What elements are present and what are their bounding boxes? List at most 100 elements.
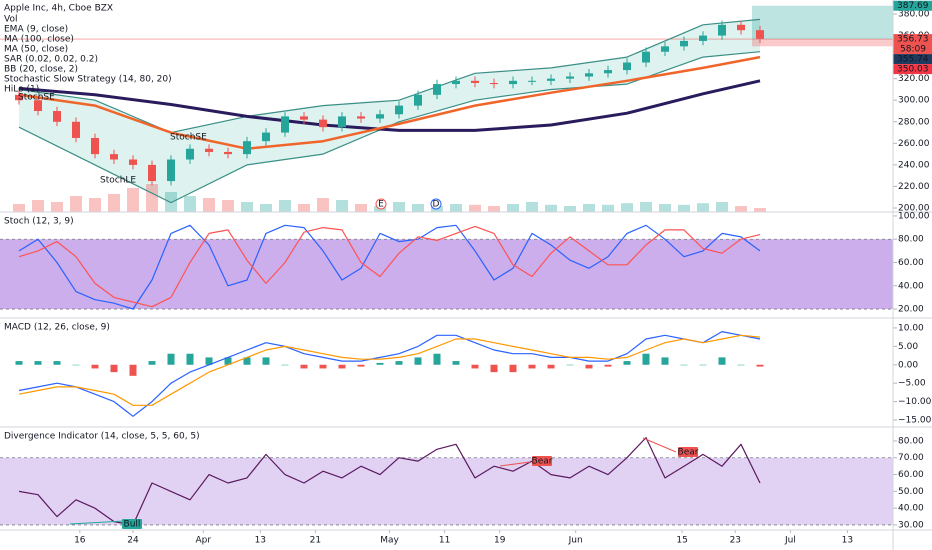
legend-item: MA (100, close) bbox=[4, 35, 74, 45]
candle-body bbox=[15, 94, 23, 101]
price-tag bbox=[893, 64, 932, 75]
x-tick-label: 23 bbox=[730, 536, 741, 546]
histogram-bar bbox=[414, 357, 422, 365]
price-tag-label: 350.03 bbox=[897, 65, 929, 75]
candle-body bbox=[129, 159, 137, 165]
pane: 20.00 40.00 60.00 80.00 100.00 Stoch (12, 3, … bbox=[0, 211, 930, 315]
y-tick-label: 50.00 bbox=[898, 487, 924, 497]
y-tick-label: 30.00 bbox=[898, 520, 924, 530]
candle-body bbox=[509, 80, 517, 85]
volume-bar bbox=[507, 204, 519, 212]
x-tick-label: May bbox=[380, 536, 399, 546]
y-tick-label: 200.00 bbox=[898, 204, 930, 214]
histogram-bar bbox=[186, 353, 194, 365]
volume-bar bbox=[393, 202, 405, 212]
band-fill bbox=[0, 457, 893, 525]
histogram-bar bbox=[262, 357, 270, 365]
volume-bar bbox=[108, 194, 120, 212]
price-tag-label: 356.73 bbox=[897, 35, 929, 45]
histogram-bar bbox=[718, 357, 726, 365]
histogram-bar bbox=[243, 357, 251, 365]
volume-bar bbox=[621, 203, 633, 212]
legend-item: BB (20, close, 2) bbox=[4, 65, 78, 75]
y-tick-label: −5.00 bbox=[898, 379, 926, 389]
candle-body bbox=[737, 24, 745, 31]
volume-bar bbox=[583, 204, 595, 212]
candle-body bbox=[661, 46, 669, 52]
legend-item: EMA (9, close) bbox=[4, 25, 68, 35]
annotation-box bbox=[122, 519, 142, 529]
volume-bar bbox=[564, 206, 576, 212]
volume-bar bbox=[545, 204, 557, 212]
series-line bbox=[18, 79, 761, 132]
candle-body bbox=[338, 116, 346, 128]
histogram-bar bbox=[566, 364, 574, 366]
annotation: Bear bbox=[532, 457, 553, 467]
volume-bar bbox=[32, 200, 44, 212]
legend-item: HiLo (1) bbox=[4, 85, 39, 95]
x-tick-label: 16 bbox=[74, 536, 86, 546]
volume-bar bbox=[754, 208, 766, 212]
chart-title: Apple Inc, 4h, Cboe BZX bbox=[4, 4, 113, 14]
candle-body bbox=[395, 105, 403, 115]
volume-bar bbox=[13, 204, 25, 212]
y-tick-label: 380.00 bbox=[898, 10, 930, 20]
x-tick-label: 24 bbox=[127, 536, 139, 546]
candle-body bbox=[110, 154, 118, 160]
histogram-bar bbox=[756, 364, 764, 367]
x-tick-label: Jun bbox=[568, 536, 583, 546]
volume-bar bbox=[735, 206, 747, 212]
histogram-bar bbox=[737, 364, 745, 366]
divergence-line bbox=[499, 461, 531, 467]
annotation: D bbox=[433, 200, 440, 210]
price-tag bbox=[893, 0, 932, 11]
histogram-bar bbox=[129, 364, 137, 376]
histogram-bar bbox=[167, 353, 175, 365]
y-tick-label: −10.00 bbox=[898, 397, 932, 407]
y-tick-label: 10.00 bbox=[898, 323, 924, 333]
candle-body bbox=[281, 116, 289, 133]
y-tick-label: 240.00 bbox=[898, 160, 930, 170]
volume-bar bbox=[146, 184, 158, 212]
divergence-line bbox=[642, 437, 677, 453]
histogram-bar bbox=[91, 364, 99, 369]
candle-body bbox=[699, 35, 707, 41]
event-marker bbox=[430, 198, 442, 210]
pane-title: Stoch (12, 3, 9) bbox=[4, 217, 74, 227]
pane: 200.00 220.00 240.00 260.00 280.00 300.00 320.… bbox=[0, 0, 932, 214]
histogram-bar bbox=[15, 361, 23, 365]
legend-item: Stochastic Slow Strategy (14, 80, 20) bbox=[4, 75, 172, 85]
y-tick-label: 280.00 bbox=[898, 117, 930, 127]
volume-bar bbox=[640, 202, 652, 212]
histogram-bar bbox=[680, 364, 688, 366]
pane: 30.00 40.00 50.00 60.00 70.00 80.00 Divergence… bbox=[0, 432, 924, 530]
series-line bbox=[18, 224, 761, 310]
volume-bar bbox=[184, 196, 196, 212]
annotation: Bear bbox=[678, 448, 699, 458]
candle-body bbox=[585, 73, 593, 77]
annotation: StochLE bbox=[100, 176, 136, 186]
annotation: E bbox=[378, 200, 384, 210]
histogram-bar bbox=[471, 364, 479, 369]
candle-body bbox=[604, 70, 612, 74]
volume-bar bbox=[298, 204, 310, 212]
series-line bbox=[18, 55, 761, 150]
legend-item: SAR (0.02, 0.02, 0.2) bbox=[4, 55, 98, 65]
candle-body bbox=[167, 159, 175, 182]
y-tick-label: 220.00 bbox=[898, 182, 930, 192]
histogram-bar bbox=[148, 361, 156, 365]
volume-bar bbox=[678, 204, 690, 212]
histogram-bar bbox=[338, 364, 346, 369]
legend-item: MA (50, close) bbox=[4, 45, 68, 55]
volume-bar bbox=[336, 200, 348, 212]
candle-body bbox=[547, 78, 555, 81]
histogram-bar bbox=[528, 364, 536, 369]
volume-bar bbox=[222, 200, 234, 212]
stop-zone bbox=[752, 39, 893, 47]
volume-bar bbox=[70, 196, 82, 212]
histogram-bar bbox=[281, 364, 289, 366]
y-tick-label: 260.00 bbox=[898, 139, 930, 149]
y-tick-label: 0.00 bbox=[898, 360, 918, 370]
price-tag-label: 355.74 bbox=[897, 55, 929, 65]
